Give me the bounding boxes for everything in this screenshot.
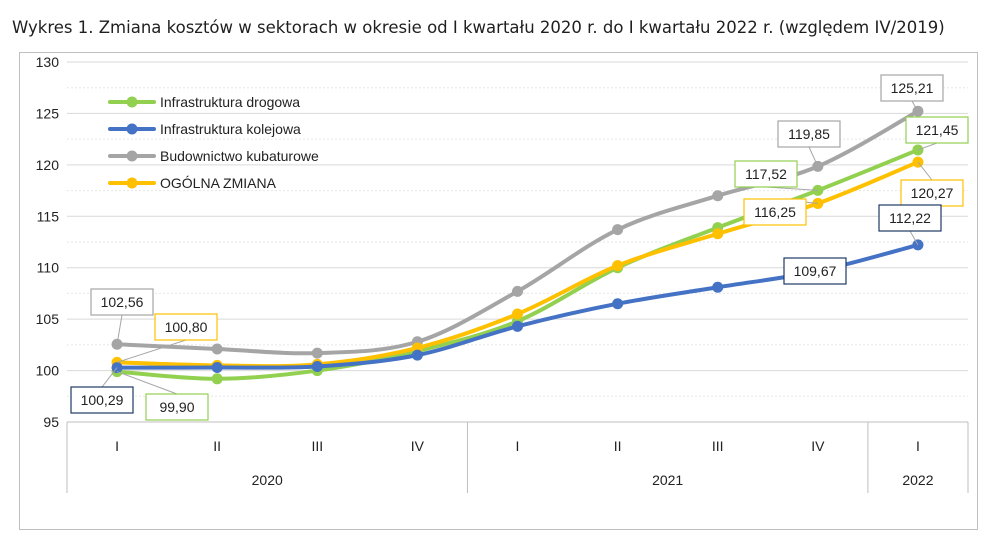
label-leader [917,161,933,181]
data-point [211,361,223,373]
label-leader [909,230,919,246]
data-point [512,285,523,297]
x-tick-label: I [916,438,920,454]
legend-marker [126,150,138,162]
label-leader [116,339,187,363]
data-label: 120,27 [911,185,954,201]
y-tick-label: 110 [37,260,60,276]
data-label: 121,45 [916,122,959,138]
data-label: 116,25 [754,204,796,220]
legend-marker [126,177,138,189]
label-leader [101,367,118,388]
x-tick-label: IV [411,438,425,454]
label-leader [116,371,178,395]
legend-marker [126,123,138,135]
data-label-box [145,393,209,421]
data-point [311,347,323,359]
data-point [512,320,523,332]
y-tick-label: 105 [36,311,60,327]
data-label: 112,22 [889,210,931,226]
label-leader [911,100,919,112]
chart-frame [19,52,978,530]
legend-label: OGÓLNA ZMIANA [160,175,277,191]
data-label: 109,67 [794,263,837,279]
y-tick-label: 130 [36,54,60,70]
legend-marker [126,96,138,108]
data-point [211,343,223,355]
data-point [712,281,724,293]
data-point [612,224,624,236]
data-label-box [880,74,944,102]
data-label: 102,56 [101,294,144,310]
x-tick-label: II [213,438,221,454]
data-label: 125,21 [891,80,934,96]
y-tick-label: 100 [36,363,60,379]
data-point [411,349,423,361]
data-label: 100,80 [165,319,208,335]
grid-lines [67,61,968,397]
data-point [712,190,724,202]
legend-label: Budownictwo kubaturowe [160,148,319,164]
x-group-label: 2020 [252,472,283,488]
data-point [512,308,523,320]
data-label-box [783,257,847,285]
label-leader [808,146,819,167]
x-tick-label: III [712,438,724,454]
data-point [712,228,724,240]
data-point [311,360,323,372]
data-label-box [777,120,841,148]
x-group-label: 2022 [902,472,933,488]
x-group-label: 2021 [652,472,683,488]
y-tick-label: 120 [36,157,60,173]
legend-label: Infrastruktura kolejowa [160,121,301,137]
legend: Infrastruktura drogowa Infrastruktura kol… [108,94,319,191]
data-label-box [154,313,218,341]
data-point [612,298,624,310]
data-label: 119,85 [788,126,830,142]
x-tick-label: IV [811,438,825,454]
data-label: 100,29 [81,392,124,408]
data-labels: 102,56 100,80 100,29 99,90 117,52 119,85 116,2… [70,74,969,421]
data-label-box [905,116,969,144]
x-tick-label: I [115,438,119,454]
data-label: 117,52 [745,166,787,182]
data-label-box [734,160,798,188]
data-point [211,373,223,385]
label-leader [116,314,123,345]
y-tick-label: 125 [36,105,60,121]
x-tick-label: III [311,438,323,454]
data-label-box [878,204,942,232]
data-label-box [70,386,134,414]
data-label: 99,90 [159,399,194,415]
legend-label: Infrastruktura drogowa [160,94,300,110]
chart-title: Wykres 1. Zmiana kosztów w sektorach w o… [12,18,945,37]
x-tick-label: II [614,438,622,454]
data-point [612,260,624,272]
y-tick-label: 115 [37,208,60,224]
label-leader [917,142,938,151]
data-label-box [743,198,807,226]
data-label-box [90,288,154,316]
data-label-box [900,179,964,207]
x-tick-label: I [516,438,520,454]
y-tick-label: 95 [43,414,59,430]
